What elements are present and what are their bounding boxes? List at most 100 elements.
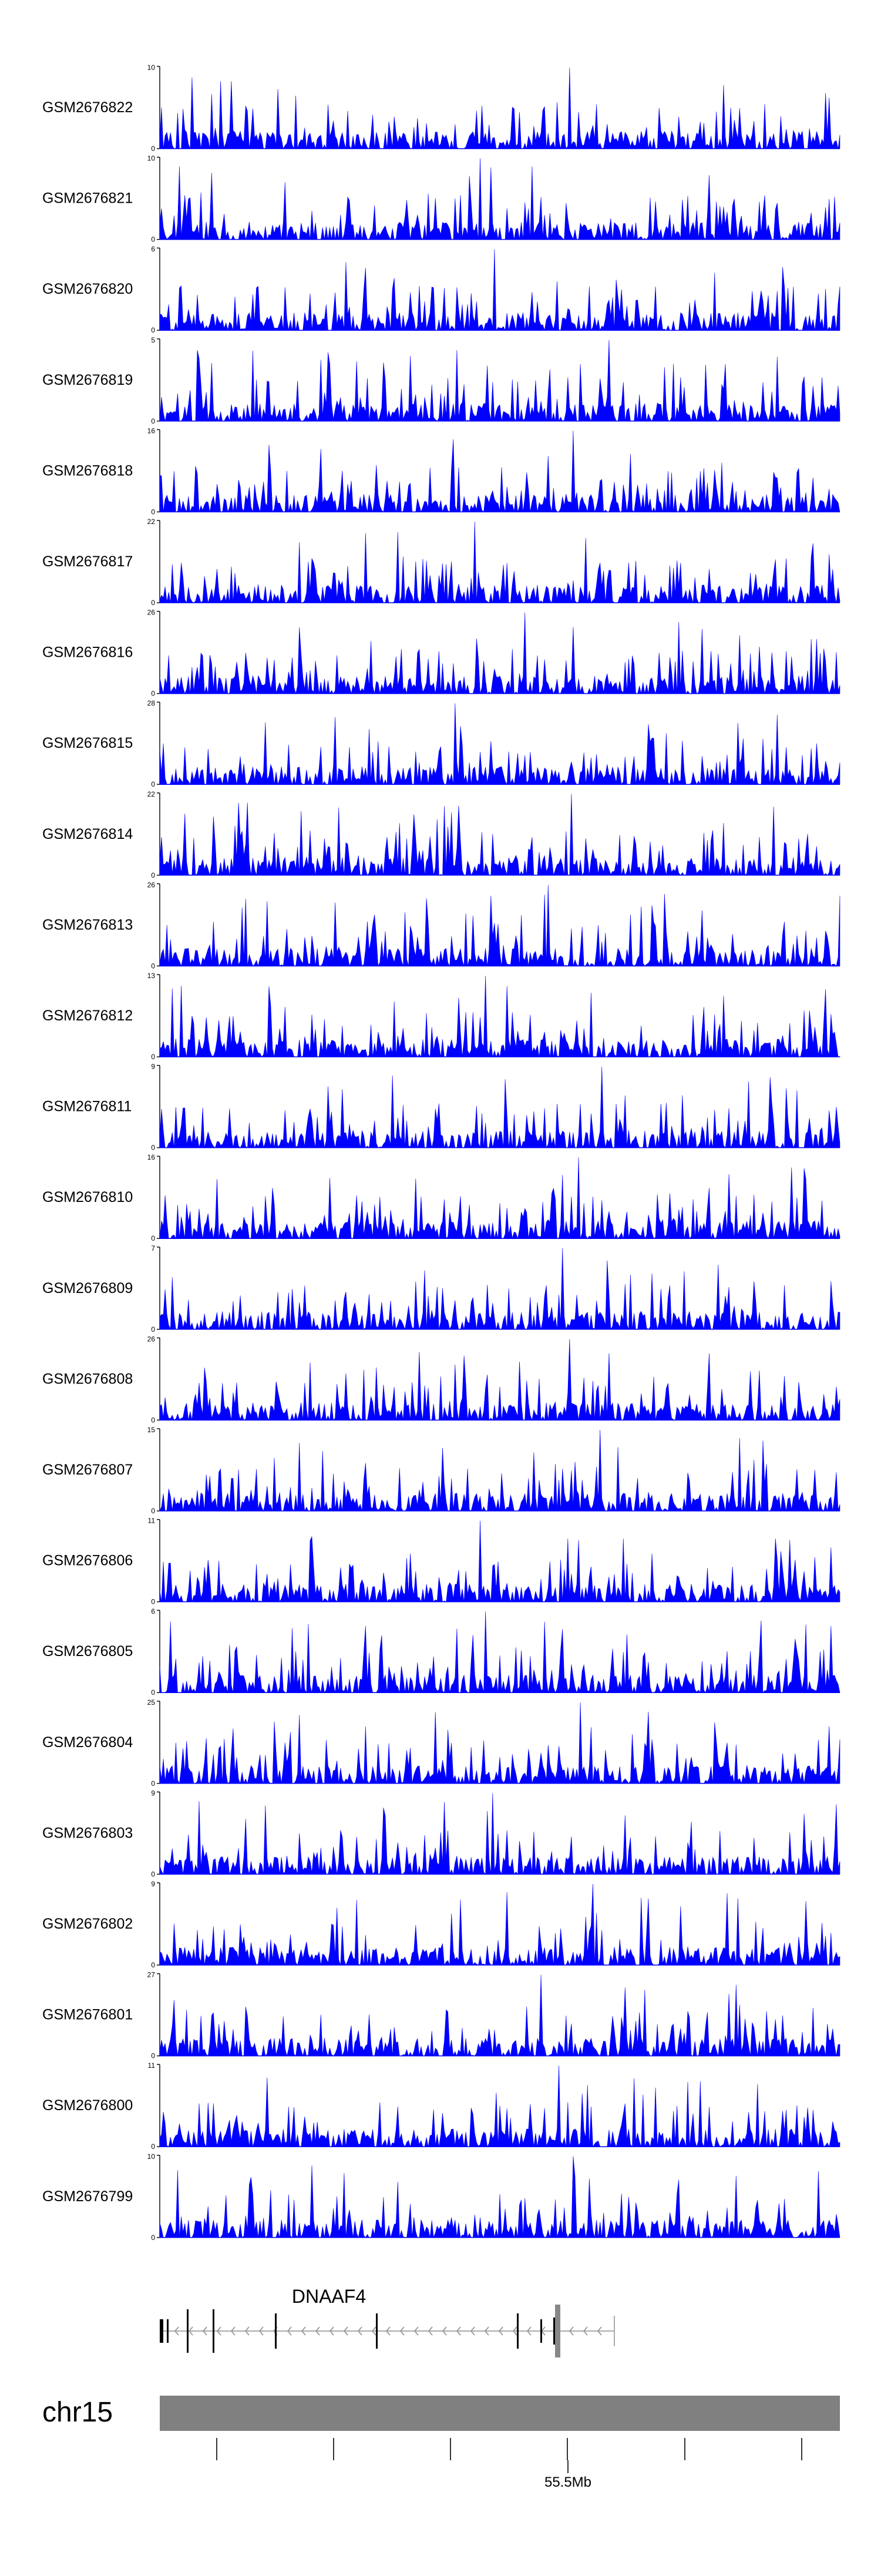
gene-exon xyxy=(517,2313,519,2349)
y-tick-label-min: 0 xyxy=(151,1234,155,1242)
track-label: GSM2676822 xyxy=(42,99,133,116)
y-tick-label-min: 0 xyxy=(151,1416,155,1424)
track-GSM2676816: GSM2676816 26 0 xyxy=(42,609,840,698)
track-GSM2676799: GSM2676799 10 0 xyxy=(42,2152,840,2242)
gene-exon xyxy=(187,2309,189,2353)
strand-chevron xyxy=(258,2326,264,2336)
y-tick-label-min: 0 xyxy=(151,780,155,788)
track-GSM2676819: GSM2676819 5 0 xyxy=(42,336,840,425)
strand-chevron xyxy=(343,2326,348,2336)
track-GSM2676802: GSM2676802 9 0 xyxy=(42,1880,840,1969)
gene-exon xyxy=(160,2319,163,2343)
y-tick-label-min: 0 xyxy=(151,1688,155,1697)
coverage-area xyxy=(159,340,840,422)
strand-chevron xyxy=(357,2326,362,2336)
track-GSM2676822: GSM2676822 10 0 xyxy=(42,63,840,153)
y-tick-label-max: 11 xyxy=(148,1517,156,1525)
coverage-area xyxy=(159,249,840,331)
y-tick-label-max: 6 xyxy=(151,1607,155,1616)
track-GSM2676810: GSM2676810 16 0 xyxy=(42,1153,840,1242)
track-GSM2676818: GSM2676818 16 0 xyxy=(42,426,840,516)
strand-chevron xyxy=(413,2326,419,2336)
chromosome-track: chr15 55.5Mb xyxy=(42,2396,840,2490)
y-tick-label-max: 28 xyxy=(147,699,156,707)
track-label: GSM2676809 xyxy=(42,1280,133,1297)
track-label: GSM2676813 xyxy=(42,916,133,933)
strand-chevron xyxy=(399,2326,405,2336)
track-label: GSM2676817 xyxy=(42,553,133,570)
track-GSM2676820: GSM2676820 6 0 xyxy=(42,245,840,334)
strand-chevron xyxy=(202,2326,207,2336)
gene-exon xyxy=(275,2313,277,2349)
genome-axis-label: 55.5Mb xyxy=(544,2474,591,2490)
coverage-area xyxy=(159,1974,840,2057)
track-label: GSM2676815 xyxy=(42,735,133,751)
track-GSM2676803: GSM2676803 9 0 xyxy=(42,1789,840,1878)
strand-chevron xyxy=(597,2326,602,2336)
y-tick-label-min: 0 xyxy=(151,1325,155,1334)
gene-utr xyxy=(555,2305,560,2357)
y-tick-label-min: 0 xyxy=(151,417,155,425)
coverage-area xyxy=(159,67,840,150)
coverage-area xyxy=(159,1066,840,1148)
strand-chevron xyxy=(498,2326,503,2336)
strand-chevron xyxy=(188,2326,193,2336)
strand-chevron xyxy=(315,2326,320,2336)
strand-chevron xyxy=(470,2326,475,2336)
y-tick-label-max: 10 xyxy=(147,2152,156,2161)
gene-exon xyxy=(540,2319,542,2343)
coverage-area xyxy=(159,794,840,876)
y-tick-label-min: 0 xyxy=(151,962,155,970)
y-tick-label-min: 0 xyxy=(151,2052,155,2060)
coverage-area xyxy=(159,521,840,603)
strand-chevron xyxy=(442,2326,447,2336)
gene-exon xyxy=(213,2309,214,2353)
y-tick-label-max: 16 xyxy=(147,1153,156,1161)
coverage-area xyxy=(159,2156,840,2238)
track-GSM2676817: GSM2676817 22 0 xyxy=(42,518,840,607)
coverage-area xyxy=(159,1611,840,1694)
chromosome-label: chr15 xyxy=(42,2397,113,2428)
coverage-area xyxy=(159,612,840,694)
track-GSM2676808: GSM2676808 26 0 xyxy=(42,1335,840,1424)
strand-chevron xyxy=(484,2326,489,2336)
coverage-area xyxy=(159,1883,840,1966)
y-tick-label-min: 0 xyxy=(151,1053,155,1061)
y-tick-label-max: 9 xyxy=(151,1789,155,1797)
track-label: GSM2676819 xyxy=(42,372,133,388)
strand-chevron xyxy=(371,2326,376,2336)
coverage-area xyxy=(159,1793,840,1875)
coverage-area xyxy=(159,431,840,513)
y-tick-label-max: 6 xyxy=(151,245,155,253)
y-tick-label-max: 25 xyxy=(147,1698,156,1707)
y-tick-label-max: 9 xyxy=(151,1880,155,1888)
track-GSM2676814: GSM2676814 22 0 xyxy=(42,790,840,879)
coverage-area xyxy=(159,1248,840,1330)
track-label: GSM2676801 xyxy=(42,2007,133,2023)
coverage-area xyxy=(159,1520,840,1603)
y-tick-label-min: 0 xyxy=(151,1507,155,1515)
y-tick-label-max: 9 xyxy=(151,1063,155,1071)
strand-chevron xyxy=(569,2326,574,2336)
track-GSM2676800: GSM2676800 11 0 xyxy=(42,2061,840,2151)
track-label: GSM2676805 xyxy=(42,1643,133,1660)
track-GSM2676821: GSM2676821 10 0 xyxy=(42,155,840,244)
track-GSM2676801: GSM2676801 27 0 xyxy=(42,1971,840,2060)
y-tick-label-min: 0 xyxy=(151,145,155,153)
y-tick-label-max: 5 xyxy=(151,336,155,344)
track-GSM2676806: GSM2676806 11 0 xyxy=(42,1517,840,1606)
strand-chevron xyxy=(428,2326,433,2336)
track-label: GSM2676802 xyxy=(42,1916,133,1932)
y-tick-label-max: 10 xyxy=(147,63,156,72)
track-label: GSM2676816 xyxy=(42,644,133,661)
strand-chevron xyxy=(456,2326,461,2336)
track-GSM2676812: GSM2676812 13 0 xyxy=(42,972,840,1061)
y-tick-label-max: 22 xyxy=(147,518,156,526)
coverage-area xyxy=(159,1339,840,1421)
track-GSM2676804: GSM2676804 25 0 xyxy=(42,1698,840,1788)
gene-track: DNAAF4 xyxy=(160,2286,615,2357)
strand-chevron xyxy=(301,2326,306,2336)
y-tick-label-max: 15 xyxy=(147,1426,156,1434)
